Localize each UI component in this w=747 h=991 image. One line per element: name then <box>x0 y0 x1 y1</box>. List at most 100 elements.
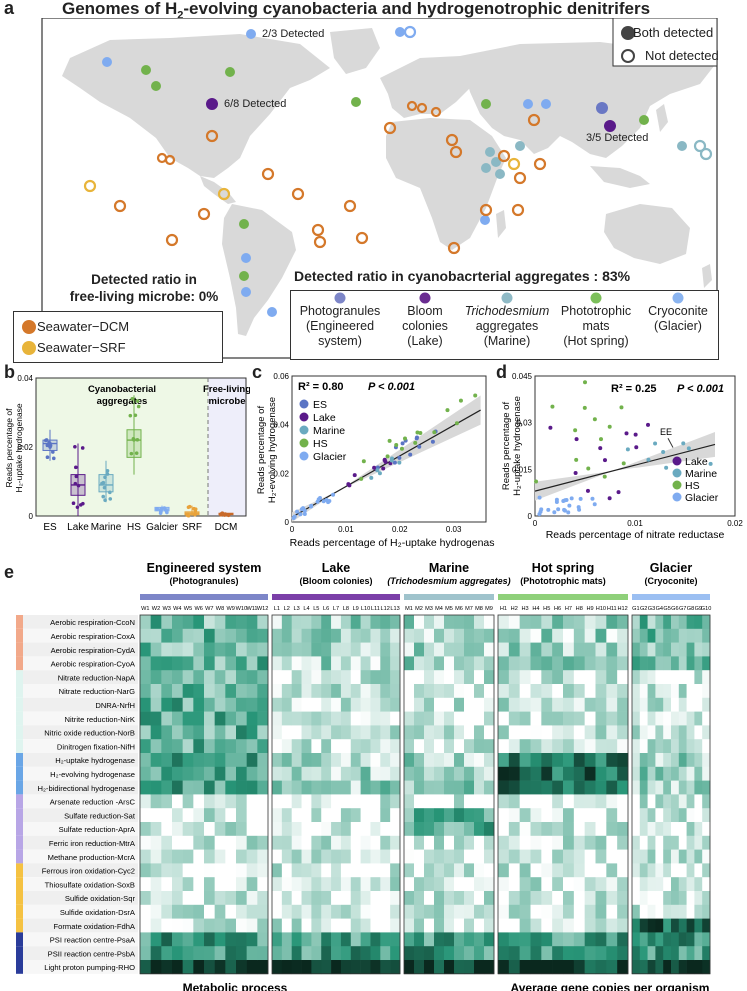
heat-cell <box>606 628 618 643</box>
stat-r2: R² = 0.25 <box>611 383 657 395</box>
heat-cell <box>236 656 247 671</box>
heat-cell <box>484 946 495 961</box>
heat-cell <box>530 932 542 947</box>
heat-cell <box>370 766 381 781</box>
heat-cell <box>655 849 664 864</box>
scatter-point <box>432 430 437 435</box>
legend-label: Marine <box>313 425 345 437</box>
heat-cell <box>140 960 151 975</box>
heat-cell <box>484 697 495 712</box>
heat-cell <box>161 739 173 754</box>
heat-cell <box>390 684 401 699</box>
heat-cell <box>404 670 415 685</box>
heat-cell <box>663 628 672 643</box>
heat-cell <box>331 877 342 892</box>
heat-cell <box>340 656 352 671</box>
category-strip <box>16 725 23 740</box>
scatter-point <box>592 502 597 507</box>
heat-cell <box>606 711 618 726</box>
heat-cell <box>573 904 585 919</box>
row-label: Formate oxidation-FdhA <box>54 922 136 931</box>
heat-cell <box>360 822 371 837</box>
scatter-point <box>347 483 352 488</box>
column-label: H2 <box>511 606 518 612</box>
hollow-markers <box>83 25 713 255</box>
heat-cell <box>584 725 596 740</box>
heat-cell <box>508 670 520 685</box>
xtick-label: 0.02 <box>727 519 743 528</box>
heat-cell <box>671 849 680 864</box>
heat-cell <box>484 766 495 781</box>
heat-cell <box>584 849 596 864</box>
scatter-point <box>298 512 303 517</box>
heat-cell <box>444 822 455 837</box>
category-strip <box>16 891 23 905</box>
heat-cell <box>617 904 629 919</box>
heat-cell <box>498 794 510 809</box>
heat-cell <box>519 794 531 809</box>
ee-pointer <box>667 437 674 448</box>
heat-cell <box>161 891 173 906</box>
heat-cell <box>360 642 371 657</box>
heat-cell <box>281 615 292 630</box>
category-strip <box>16 877 23 891</box>
heat-cell <box>647 877 656 892</box>
heat-cell <box>370 684 381 699</box>
heat-cell <box>140 656 151 671</box>
heat-cell <box>404 849 415 864</box>
heat-cell <box>370 642 381 657</box>
heat-cell <box>552 670 564 685</box>
legend-marker <box>299 438 309 448</box>
heat-cell <box>573 794 585 809</box>
heat-cell <box>404 766 415 781</box>
heat-cell <box>140 642 151 657</box>
heat-cell <box>530 918 542 933</box>
heat-cell <box>563 822 575 837</box>
heat-cell <box>214 656 226 671</box>
ytick-label: 0 <box>29 512 34 521</box>
heat-cell <box>552 656 564 671</box>
heat-cell <box>331 628 342 643</box>
heat-cell <box>340 766 352 781</box>
heat-cell <box>639 918 648 933</box>
heat-cell <box>678 642 687 657</box>
heat-cell <box>595 725 607 740</box>
heat-cell <box>257 739 269 754</box>
heat-cell <box>414 656 425 671</box>
heat-cell <box>204 891 215 906</box>
heat-cell <box>281 835 292 850</box>
heat-cell <box>340 780 352 795</box>
heat-cell <box>678 628 687 643</box>
heat-cell <box>639 849 648 864</box>
heat-cell <box>204 780 215 795</box>
heat-cell <box>686 780 695 795</box>
heat-cell <box>204 932 215 947</box>
heat-cell <box>140 877 151 892</box>
heat-cell <box>671 877 680 892</box>
heat-cell <box>474 670 485 685</box>
heat-cell <box>272 904 283 919</box>
heat-cell <box>702 960 711 975</box>
heat-cell <box>150 918 162 933</box>
heat-cell <box>246 766 258 781</box>
heat-cell <box>474 863 485 878</box>
heat-cell <box>257 780 269 795</box>
heat-cell <box>678 932 687 947</box>
heat-cell <box>606 891 618 906</box>
heat-cell <box>281 808 292 823</box>
heat-cell <box>331 684 342 699</box>
scatter-point <box>602 458 607 463</box>
heat-cell <box>639 697 648 712</box>
heat-cell <box>140 835 151 850</box>
heat-cell <box>246 822 258 837</box>
heat-cell <box>573 877 585 892</box>
heat-cell <box>647 711 656 726</box>
heat-cell <box>414 684 425 699</box>
heat-cell <box>530 891 542 906</box>
heat-cell <box>474 628 485 643</box>
heat-cell <box>678 877 687 892</box>
heat-cell <box>563 918 575 933</box>
heat-cell <box>321 918 332 933</box>
ytick-label: 0.02 <box>273 469 289 478</box>
heat-cell <box>617 835 629 850</box>
